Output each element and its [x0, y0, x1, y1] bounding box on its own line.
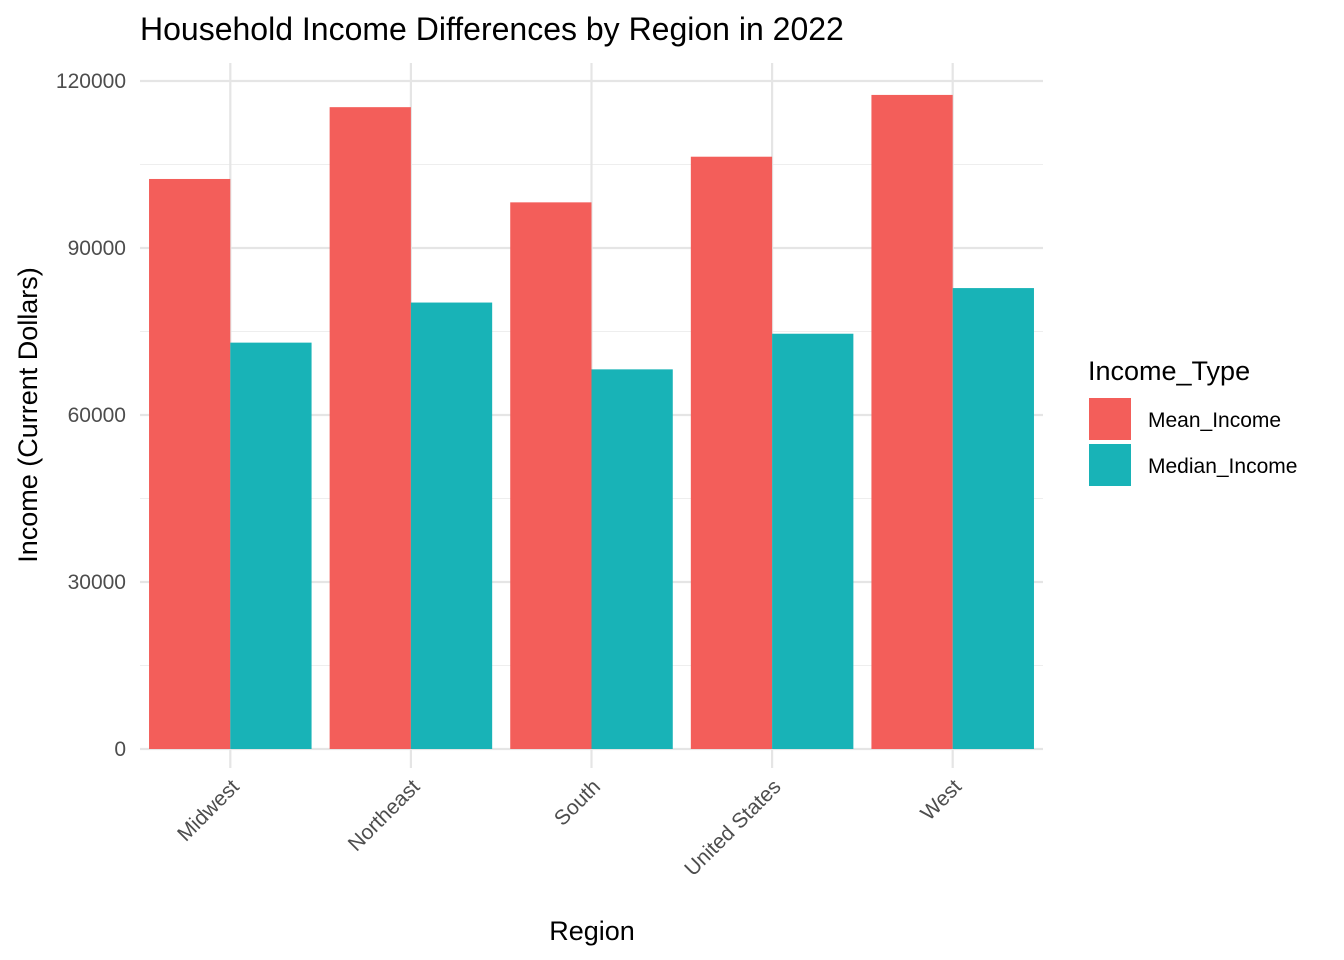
- x-tick-label: Northeast: [344, 775, 425, 856]
- x-tick-labels: Midwest Northeast South United States West: [173, 775, 966, 881]
- legend-items: Mean_Income Median_Income: [1089, 398, 1297, 486]
- legend: Income_Type Mean_Income Median_Income: [1088, 356, 1297, 486]
- legend-key: [1089, 444, 1131, 486]
- bar: [591, 369, 673, 749]
- bar: [149, 178, 231, 749]
- legend-label: Mean_Income: [1148, 409, 1281, 432]
- x-tick-label: South: [550, 775, 605, 830]
- chart-title: Household Income Differences by Region i…: [140, 11, 844, 47]
- legend-key: [1089, 398, 1131, 440]
- x-tick-label: United States: [680, 775, 785, 880]
- bar: [329, 107, 411, 749]
- x-tick-label: Midwest: [173, 775, 244, 846]
- y-tick-label: 0: [114, 738, 126, 761]
- bar: [230, 342, 312, 749]
- y-tick-labels: 0 30000 60000 90000 120000: [56, 70, 126, 761]
- bar: [871, 94, 953, 749]
- legend-label: Median_Income: [1148, 455, 1297, 478]
- bars: [149, 94, 1034, 749]
- bar: [772, 333, 854, 749]
- y-tick-label: 30000: [68, 571, 126, 594]
- bar: [410, 302, 493, 749]
- y-tick-label: 120000: [56, 70, 126, 93]
- bar: [510, 202, 592, 749]
- y-axis-title: Income (Current Dollars): [13, 267, 43, 563]
- x-axis-title: Region: [549, 916, 635, 946]
- legend-title: Income_Type: [1088, 356, 1250, 386]
- bar: [952, 288, 1034, 749]
- y-tick-label: 90000: [68, 237, 126, 260]
- y-tick-label: 60000: [68, 404, 126, 427]
- bar: [690, 156, 773, 749]
- x-tick-label: West: [916, 775, 966, 825]
